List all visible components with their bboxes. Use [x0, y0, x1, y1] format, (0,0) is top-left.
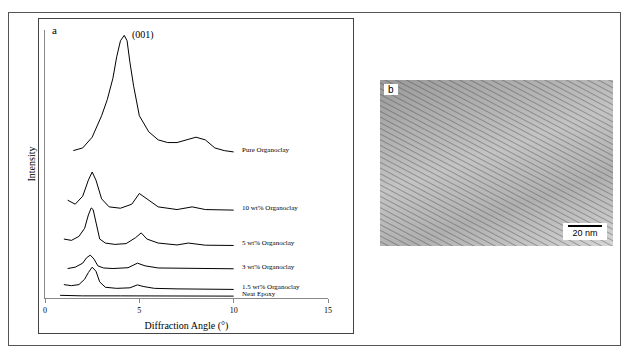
svg-text:5 wt% Organoclay: 5 wt% Organoclay [242, 239, 295, 247]
svg-text:Pure Organoclay: Pure Organoclay [242, 146, 290, 154]
html-text:b: b [388, 84, 394, 95]
svg-text:10 wt% Organoclay: 10 wt% Organoclay [242, 204, 298, 212]
svg-text:5: 5 [137, 306, 141, 315]
svg-text:(001): (001) [132, 29, 154, 41]
svg-text:15: 15 [324, 306, 332, 315]
svg-text:Intensity: Intensity [26, 147, 37, 182]
svg-text:a: a [52, 24, 57, 36]
svg-text:Diffraction Angle (°): Diffraction Angle (°) [145, 320, 229, 332]
svg-text:10: 10 [230, 306, 238, 315]
svg-text:Neat Epoxy: Neat Epoxy [242, 290, 276, 298]
html-text:20 nm: 20 nm [572, 228, 598, 238]
svg-text:0: 0 [43, 306, 47, 315]
svg-text:3 wt% Organoclay: 3 wt% Organoclay [242, 263, 295, 271]
svg-text:1.5 wt% Organoclay: 1.5 wt% Organoclay [242, 283, 300, 291]
